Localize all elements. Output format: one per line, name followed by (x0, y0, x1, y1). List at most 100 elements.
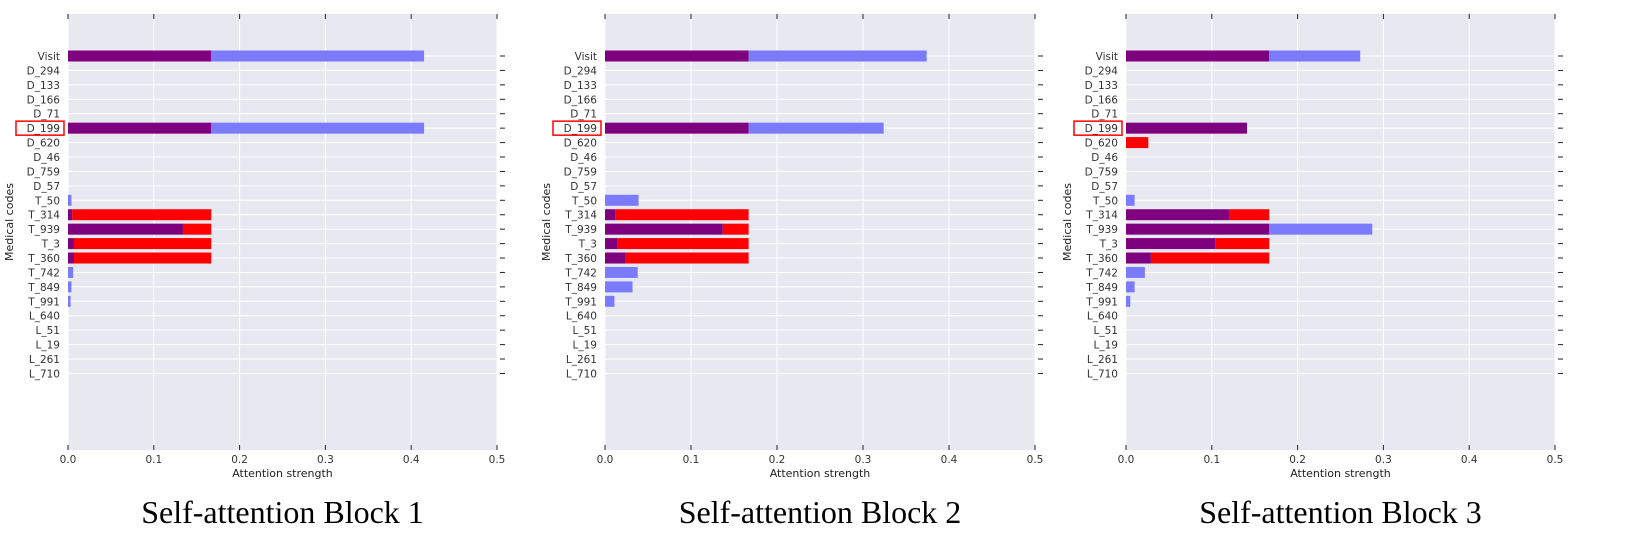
y-tick-label: T_849 (564, 282, 597, 294)
bar-blue-t_50 (1126, 194, 1135, 206)
bar-blue-t_849 (605, 281, 633, 293)
y-tick-label: L_19 (573, 340, 597, 352)
bar-purple-visit (1126, 50, 1270, 62)
bar-red-t_3 (1215, 238, 1270, 250)
y-tick-label: T_50 (34, 195, 60, 207)
bar-purple-t_939 (605, 223, 723, 235)
bar-purple-visit (605, 50, 749, 62)
x-tick-label: 0.1 (683, 454, 700, 466)
y-tick-label: L_261 (566, 354, 597, 366)
bar-purple-t_360 (1126, 252, 1151, 264)
y-tick-label: D_46 (570, 152, 597, 164)
y-tick-label: D_57 (33, 181, 60, 193)
y-tick-label: T_314 (1085, 210, 1118, 222)
bar-blue-t_742 (1126, 266, 1145, 278)
y-tick-label: L_261 (1087, 354, 1118, 366)
bar-blue-d_199 (748, 122, 884, 134)
y-tick-label: D_294 (1085, 65, 1119, 77)
y-tick-label: D_71 (1091, 109, 1118, 121)
y-tick-label: T_742 (1085, 267, 1118, 279)
bar-red-t_314 (615, 209, 749, 221)
y-tick-label: L_710 (566, 368, 597, 380)
y-tick-label: D_166 (27, 94, 61, 106)
bar-blue-t_50 (605, 194, 639, 206)
bar-purple-t_360 (68, 252, 75, 264)
y-tick-label: T_991 (564, 296, 597, 308)
chart-panel-1: 0.0 0.1 0.2 0.3 0.4 0.5 Visit D_294 D_133 D_166 D_… (3, 14, 505, 530)
bar-purple-d_199 (68, 122, 212, 134)
y-tick-label: L_51 (36, 325, 60, 337)
bar-purple-t_314 (1126, 209, 1229, 221)
y-tick-label: T_3 (41, 239, 60, 251)
bar-blue-t_849 (1126, 281, 1135, 293)
y-tick-label: D_199 (1085, 123, 1118, 135)
x-tick-label: 0.3 (317, 454, 334, 466)
x-tick-label: 0.2 (1289, 454, 1306, 466)
y-tick-label: L_640 (566, 311, 597, 323)
x-tick-label: 0.2 (231, 454, 248, 466)
y-tick-label: T_50 (1092, 195, 1118, 207)
y-tick-label: L_51 (1094, 325, 1118, 337)
y-tick-label: T_939 (564, 224, 597, 236)
chart-caption: Self-attention Block 1 (141, 494, 424, 530)
bar-red-t_3 (617, 238, 749, 250)
y-tick-label: T_849 (1085, 282, 1118, 294)
bar-purple-d_199 (605, 122, 749, 134)
y-tick-label: D_199 (27, 123, 60, 135)
y-tick-label: L_710 (29, 368, 60, 380)
y-tick-label: D_46 (33, 152, 60, 164)
y-tick-label: T_3 (1099, 239, 1118, 251)
x-tick-label: 0.3 (1375, 454, 1392, 466)
y-tick-label: L_51 (573, 325, 597, 337)
x-tick-label: 0.0 (1118, 454, 1135, 466)
bar-red-t_3 (74, 238, 212, 250)
y-tick-label: D_759 (1085, 166, 1118, 178)
x-tick-label: 0.4 (1461, 454, 1478, 466)
bar-blue-t_991 (68, 295, 71, 307)
y-axis-title: Medical codes (1061, 183, 1074, 261)
y-tick-label: D_133 (564, 80, 597, 92)
y-tick-label: D_620 (564, 138, 597, 150)
y-tick-label: L_710 (1087, 368, 1118, 380)
bar-blue-t_50 (68, 194, 72, 206)
y-tick-label: L_19 (1094, 340, 1118, 352)
y-tick-label: D_199 (564, 123, 597, 135)
chart-panel-3: 0.0 0.1 0.2 0.3 0.4 0.5 Visit D_294 D_133 D_166 D_… (1061, 14, 1563, 530)
y-tick-label: L_261 (29, 354, 60, 366)
bar-red-t_939 (182, 223, 212, 235)
x-axis-title: Attention strength (1290, 467, 1391, 480)
x-tick-label: 0.1 (1203, 454, 1220, 466)
y-tick-label: Visit (1096, 51, 1118, 63)
bar-purple-t_3 (68, 238, 75, 250)
bar-purple-d_199 (1126, 122, 1247, 134)
y-tick-label: Visit (38, 51, 60, 63)
y-tick-label: T_50 (571, 195, 597, 207)
highlight-box (15, 120, 65, 136)
bar-blue-t_991 (1126, 295, 1131, 307)
bar-blue-visit (748, 50, 927, 62)
y-tick-label: T_991 (27, 296, 60, 308)
x-tick-label: 0.0 (597, 454, 614, 466)
bar-blue-t_939 (1269, 223, 1373, 235)
y-tick-label: D_166 (1085, 94, 1119, 106)
x-tick-label: 0.0 (60, 454, 77, 466)
y-tick-label: D_71 (570, 109, 597, 121)
y-tick-label: D_166 (564, 94, 598, 106)
bar-purple-t_3 (605, 238, 618, 250)
chart-panel-2: 0.0 0.1 0.2 0.3 0.4 0.5 Visit D_294 D_133 D_166 D_… (540, 14, 1043, 530)
bar-purple-t_314 (68, 209, 73, 221)
x-tick-label: 0.3 (855, 454, 872, 466)
x-tick-label: 0.5 (1027, 454, 1044, 466)
highlight-box (1073, 120, 1123, 136)
y-tick-label: T_360 (27, 253, 60, 265)
y-tick-label: T_742 (27, 267, 60, 279)
y-tick-label: D_57 (570, 181, 597, 193)
bar-purple-t_314 (605, 209, 616, 221)
y-tick-label: D_133 (1085, 80, 1118, 92)
x-axis-title: Attention strength (770, 467, 871, 480)
chart-caption: Self-attention Block 3 (1199, 494, 1482, 530)
y-tick-label: L_640 (29, 311, 60, 323)
bar-blue-visit (211, 50, 425, 62)
bar-red-t_360 (1150, 252, 1270, 264)
bar-red-t_939 (722, 223, 749, 235)
